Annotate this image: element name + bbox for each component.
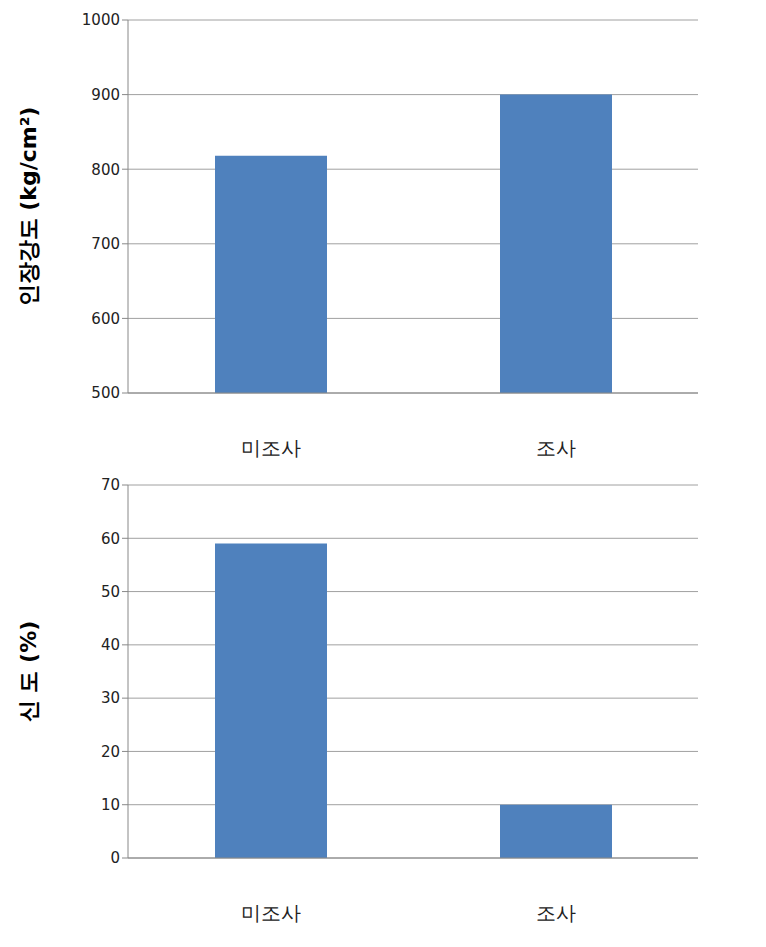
svg-text:30: 30: [101, 689, 120, 707]
svg-text:조사: 조사: [536, 436, 576, 460]
svg-text:미조사: 미조사: [241, 436, 301, 460]
svg-text:900: 900: [91, 86, 120, 104]
svg-text:60: 60: [101, 530, 120, 548]
svg-text:인장강도 (kg/cm²): 인장강도 (kg/cm²): [16, 107, 41, 307]
svg-text:50: 50: [101, 583, 120, 601]
svg-text:70: 70: [101, 476, 120, 494]
svg-text:미조사: 미조사: [241, 901, 301, 925]
svg-text:10: 10: [101, 796, 120, 814]
svg-text:1000: 1000: [82, 11, 120, 29]
svg-text:40: 40: [101, 636, 120, 654]
svg-text:800: 800: [91, 161, 120, 179]
svg-text:700: 700: [91, 235, 120, 253]
svg-text:신 도 (%): 신 도 (%): [16, 621, 41, 722]
svg-text:600: 600: [91, 310, 120, 328]
svg-text:0: 0: [110, 849, 120, 867]
svg-text:20: 20: [101, 743, 120, 761]
svg-text:500: 500: [91, 384, 120, 402]
svg-text:조사: 조사: [536, 901, 576, 925]
